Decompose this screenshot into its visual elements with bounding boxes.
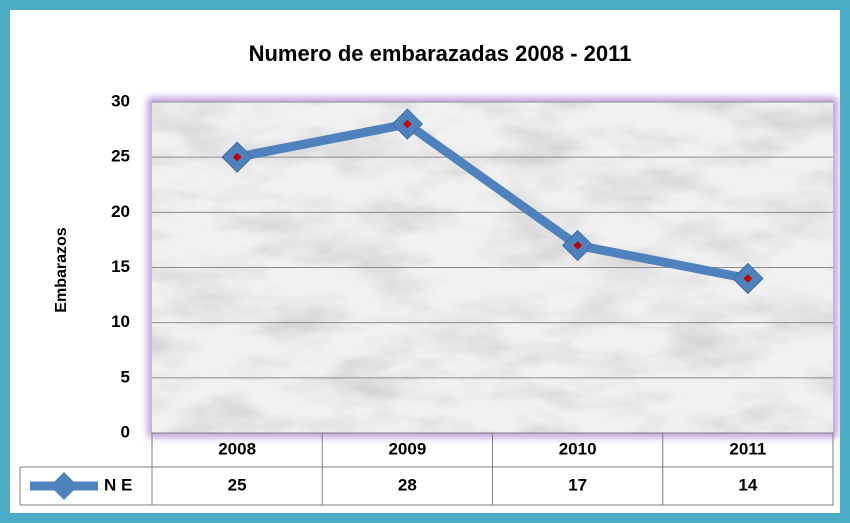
y-axis-label: Embarazos — [53, 227, 70, 312]
y-tick-label: 0 — [121, 422, 130, 441]
y-tick-label: 5 — [121, 367, 130, 386]
y-tick-label: 10 — [111, 312, 130, 331]
marker-dot — [403, 119, 412, 129]
table-value: 28 — [398, 475, 417, 494]
y-tick-label: 25 — [111, 147, 130, 166]
marker-dot — [232, 152, 242, 162]
y-tick-label: 15 — [111, 257, 130, 276]
y-tick-label: 20 — [111, 202, 130, 221]
chart-title: Numero de embarazadas 2008 - 2011 — [249, 41, 632, 66]
x-tick-label: 2009 — [388, 439, 426, 458]
marker-dot — [743, 274, 753, 283]
x-tick-label: 2010 — [559, 439, 597, 458]
series-line — [236, 119, 749, 283]
x-tick-label: 2008 — [218, 439, 256, 458]
table-value: 25 — [228, 475, 247, 494]
x-tick-label: 2011 — [729, 439, 766, 458]
table-value: 17 — [568, 475, 587, 494]
legend-label: N E — [104, 475, 132, 494]
table-value: 14 — [738, 475, 757, 494]
y-tick-label: 30 — [111, 91, 130, 110]
legend-marker — [50, 472, 78, 500]
